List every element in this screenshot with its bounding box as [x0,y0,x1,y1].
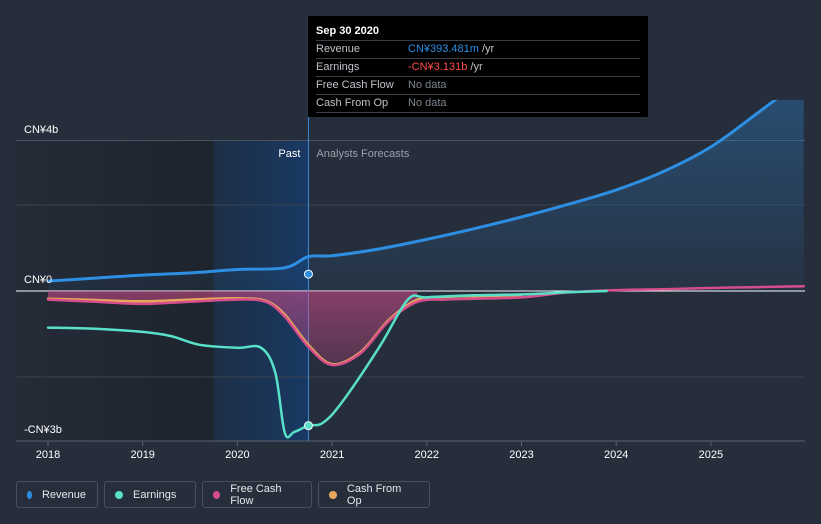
legend-item-free-cash-flow[interactable]: Free Cash Flow [202,481,312,508]
tooltip-value: No data [408,97,447,109]
tooltip-suffix: /yr [478,43,495,55]
forecast-label: Analysts Forecasts [316,148,409,160]
tooltip-value: CN¥393.481m [408,43,479,55]
free-cash-flow-line [46,285,805,367]
tooltip-label: Earnings [316,61,360,73]
revenue-line [46,100,778,283]
y-axis-label: CN¥0 [24,274,52,286]
tooltip-label: Cash From Op [316,97,389,109]
x-tick-label: 2018 [36,449,60,461]
x-tick-label: 2023 [509,449,533,461]
x-tick-label: 2019 [130,449,154,461]
negative-area [48,291,418,366]
dot-icon [27,490,32,499]
x-tick-label: 2020 [225,449,249,461]
tooltip-label: Revenue [316,43,361,55]
earnings-marker [303,421,313,431]
tooltip: Sep 30 2020 Revenue CN¥393.481m /yr Earn… [308,16,648,117]
tooltip-row-revenue: Revenue CN¥393.481m /yr [316,40,640,58]
y-axis-label: -CN¥3b [24,424,62,436]
past-label: Past [278,148,300,160]
tooltip-row-fcf: Free Cash Flow No data [316,76,640,94]
tooltip-row-cfo: Cash From Op No data [316,94,640,113]
earnings-line [46,289,608,439]
revenue-area [48,100,804,291]
legend-label: Revenue [41,488,86,501]
revenue-marker [303,269,313,279]
x-tick-label: 2024 [604,449,628,461]
y-axis-label: CN¥4b [24,124,58,136]
tooltip-suffix: /yr [467,61,483,73]
x-tick-label: 2021 [320,449,344,461]
tooltip-date: Sep 30 2020 [316,25,379,37]
x-tick-label: 2025 [699,449,723,461]
tooltip-value: -CN¥3.131b [408,61,468,73]
legend-item-earnings[interactable]: Earnings [104,481,196,508]
legend-label: Cash From Op [346,482,402,507]
tooltip-row-earnings: Earnings -CN¥3.131b /yr [316,58,640,76]
legend-label: Free Cash Flow [230,482,282,507]
tooltip-label: Free Cash Flow [316,79,394,91]
legend-label: Earnings [133,488,177,501]
dot-icon [213,490,221,499]
dot-icon [115,490,123,499]
tooltip-value: No data [408,79,447,91]
legend: Revenue Earnings Free Cash Flow Cash Fro… [16,481,430,508]
legend-item-cash-from-op[interactable]: Cash From Op [318,481,430,508]
dot-icon [329,490,337,499]
x-tick-label: 2022 [415,449,439,461]
legend-item-revenue[interactable]: Revenue [16,481,98,508]
